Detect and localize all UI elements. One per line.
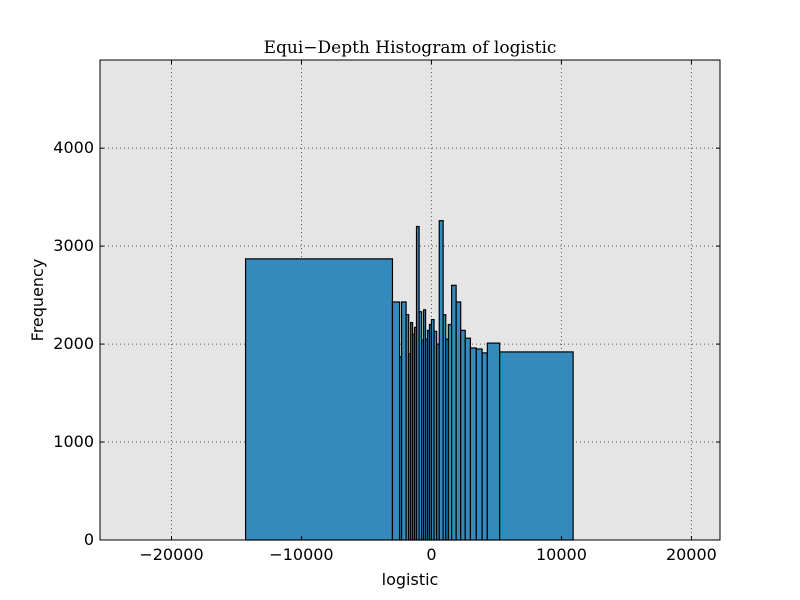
y-tick-label: 0 — [84, 530, 94, 549]
y-tick-label: 3000 — [53, 236, 94, 255]
histogram-bar — [460, 329, 466, 541]
histogram-bar — [499, 351, 574, 541]
histogram-bar — [481, 352, 488, 541]
histogram-bar — [455, 301, 462, 541]
histogram-bar — [450, 284, 457, 541]
y-axis-label: Frequency — [28, 259, 47, 342]
histogram-bar — [244, 258, 394, 541]
x-tick-label: −10000 — [269, 545, 333, 564]
y-tick-label: 1000 — [53, 432, 94, 451]
plot-frame — [99, 59, 721, 541]
chart-title: Equi−Depth Histogram of logistic — [264, 38, 557, 58]
y-tick-label: 2000 — [53, 334, 94, 353]
histogram-bars — [244, 220, 574, 541]
histogram-bar — [400, 301, 407, 541]
x-axis-label: logistic — [382, 570, 439, 589]
histogram-bar — [464, 337, 472, 541]
x-tick-label: −20000 — [139, 545, 203, 564]
axis-ticks: −20000 −10000 0 10000 20000 0 1000 2000 3000 4000 — [53, 60, 720, 564]
y-tick-label: 4000 — [53, 138, 94, 157]
histogram-bar — [391, 301, 401, 541]
histogram-bar — [469, 347, 477, 541]
x-tick-label: 0 — [426, 545, 436, 564]
x-tick-label: 10000 — [536, 545, 587, 564]
x-tick-label: 20000 — [666, 545, 717, 564]
histogram-bar — [475, 348, 483, 541]
histogram-bar — [486, 342, 501, 541]
